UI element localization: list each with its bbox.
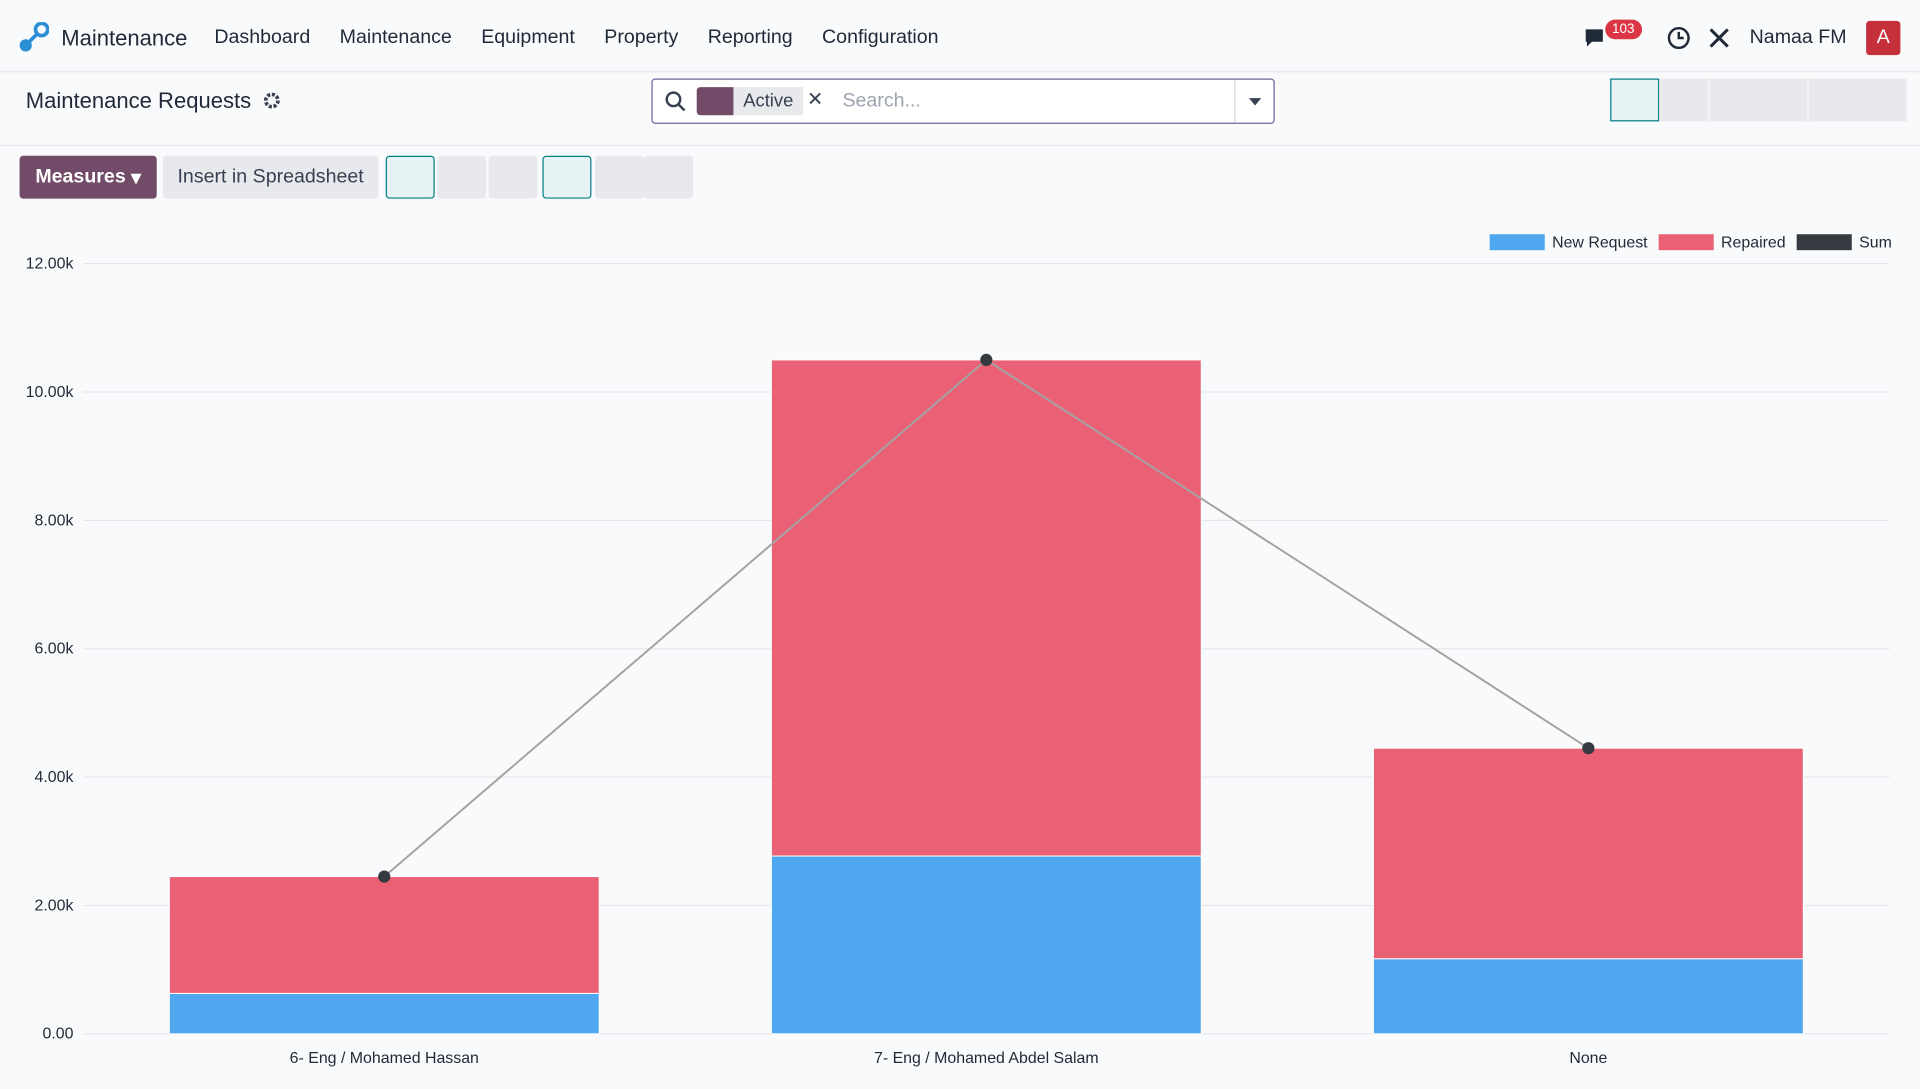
facet-icon [696, 87, 734, 116]
measures-button[interactable]: Measures ▾ [19, 155, 157, 199]
menu-item[interactable]: Reporting [707, 26, 793, 48]
x-tick-label: 7- Eng / Mohamed Abdel Salam [874, 1050, 1099, 1067]
y-tick-label: 12.00k [26, 256, 74, 273]
menu-item[interactable]: Dashboard [214, 26, 311, 48]
divider [1234, 79, 1236, 123]
bar [770, 359, 1202, 857]
app-name[interactable]: Maintenance [61, 25, 188, 50]
tool-button[interactable] [488, 155, 538, 199]
view-button[interactable] [1758, 78, 1808, 122]
menu: Dashboard Maintenance Equipment Property Rep… [214, 27, 968, 49]
y-tick-label: 8.00k [35, 512, 74, 529]
menu-item[interactable]: Equipment [481, 26, 575, 48]
bar [168, 876, 600, 994]
avatar[interactable]: A [1866, 20, 1901, 56]
tool-button[interactable] [595, 155, 645, 199]
x-tick-label: 6- Eng / Mohamed Hassan [290, 1050, 479, 1067]
tools-icon[interactable] [1708, 27, 1730, 49]
bar [770, 855, 1202, 1035]
legend-swatch [1489, 234, 1545, 251]
bar [1372, 747, 1804, 960]
bar [168, 992, 600, 1035]
view-button[interactable] [1808, 78, 1858, 122]
legend-swatch [1796, 234, 1852, 251]
y-tick-label: 6.00k [35, 641, 74, 658]
navbar: Maintenance Dashboard Maintenance Equipmen… [0, 5, 1920, 71]
y-tick-label: 0.00 [42, 1026, 73, 1043]
tool-button[interactable] [644, 155, 694, 199]
sum-point [1582, 742, 1595, 755]
legend-swatch [1658, 234, 1714, 251]
company[interactable]: Namaa FM [1749, 26, 1847, 48]
view-button[interactable] [1857, 78, 1907, 122]
tool-button[interactable] [385, 155, 435, 199]
y-tick-label: 10.00k [26, 384, 74, 401]
menu-item[interactable]: Maintenance [339, 26, 452, 48]
view-button[interactable] [1610, 78, 1660, 122]
breadcrumb: Maintenance Requests [25, 88, 252, 113]
x-tick-label: None [1569, 1050, 1607, 1067]
search-input[interactable]: Search... [842, 90, 921, 112]
control-panel: Maintenance Requests Active ✕ Search... [0, 71, 1920, 146]
view-button[interactable] [1659, 78, 1709, 122]
gear-icon[interactable] [263, 92, 280, 109]
view-switcher [1610, 78, 1907, 122]
activity-icon[interactable] [1666, 26, 1690, 51]
chat-icon[interactable] [1583, 26, 1610, 51]
tool-button[interactable] [437, 155, 487, 199]
measures-label: Measures [35, 166, 126, 188]
menu-item[interactable]: Property [604, 26, 679, 48]
insert-button[interactable]: Insert in Spreadsheet [162, 155, 379, 199]
dropdown-toggle[interactable] [1248, 97, 1263, 107]
search-icon [665, 91, 686, 112]
legend-label: Sum [1859, 235, 1892, 252]
tool-button[interactable] [542, 155, 592, 199]
sum-point [378, 870, 391, 883]
legend-label: Repaired [1721, 235, 1786, 252]
facet: Active [733, 87, 804, 116]
facet-remove[interactable]: ✕ [806, 89, 824, 111]
view-button[interactable] [1709, 78, 1759, 122]
bar [1372, 958, 1804, 1035]
y-tick-label: 4.00k [35, 769, 74, 786]
menu-item[interactable]: Configuration [822, 26, 939, 48]
y-tick-label: 2.00k [35, 897, 74, 914]
search-box[interactable]: Active ✕ Search... [651, 78, 1275, 124]
legend-label: New Request [1552, 235, 1648, 252]
app-icon[interactable] [17, 22, 49, 54]
sum-point [980, 353, 993, 367]
badge: 103 [1604, 19, 1642, 40]
